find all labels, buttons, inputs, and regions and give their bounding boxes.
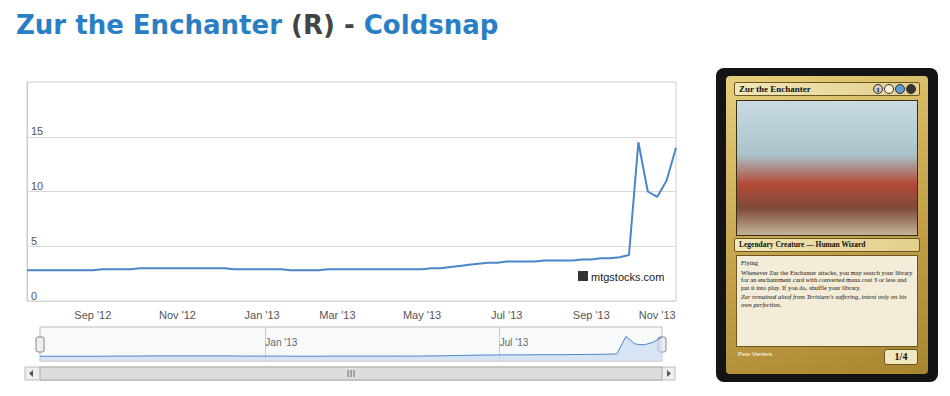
svg-text:May '13: May '13 — [403, 309, 441, 321]
html-text:Zur the Enchanter (R) - Coldsn: Zur the Enchanter (R) - Coldsnap — [16, 10, 499, 40]
html-text:1/4: 1/4 — [894, 351, 908, 362]
svg-text:5: 5 — [31, 235, 37, 247]
svg-text:Sep '13: Sep '13 — [573, 309, 610, 321]
html-text:Legendary Creature — Human Wiz: Legendary Creature — Human Wizard — [739, 240, 866, 249]
html-text:Flying: Flying — [741, 259, 758, 266]
svg-text:Sep '12: Sep '12 — [74, 309, 111, 321]
svg-text:10: 10 — [31, 180, 43, 192]
html-text:1: 1 — [876, 86, 880, 94]
svg-text:15: 15 — [31, 125, 43, 137]
html-text:Pete Venters: Pete Venters — [738, 351, 773, 357]
svg-text:Jan '13: Jan '13 — [245, 309, 280, 321]
html-text:Zur the Enchanter: Zur the Enchanter — [739, 84, 811, 94]
svg-text:mtgstocks.com: mtgstocks.com — [591, 271, 664, 283]
svg-text:Jul '13: Jul '13 — [500, 337, 529, 348]
html-text:Whenever Zur the Enchanter att: Whenever Zur the Enchanter attacks, you … — [741, 268, 913, 291]
svg-text:Nov '13: Nov '13 — [639, 309, 676, 321]
svg-text:Jan '13: Jan '13 — [265, 337, 297, 348]
svg-text:Mar '13: Mar '13 — [319, 309, 355, 321]
html-text:Zur remained aloof from Terisi: Zur remained aloof from Terisiare's suff… — [741, 293, 907, 308]
svg-text:Nov '12: Nov '12 — [159, 309, 196, 321]
svg-text:0: 0 — [31, 290, 37, 302]
svg-text:Jul '13: Jul '13 — [491, 309, 522, 321]
